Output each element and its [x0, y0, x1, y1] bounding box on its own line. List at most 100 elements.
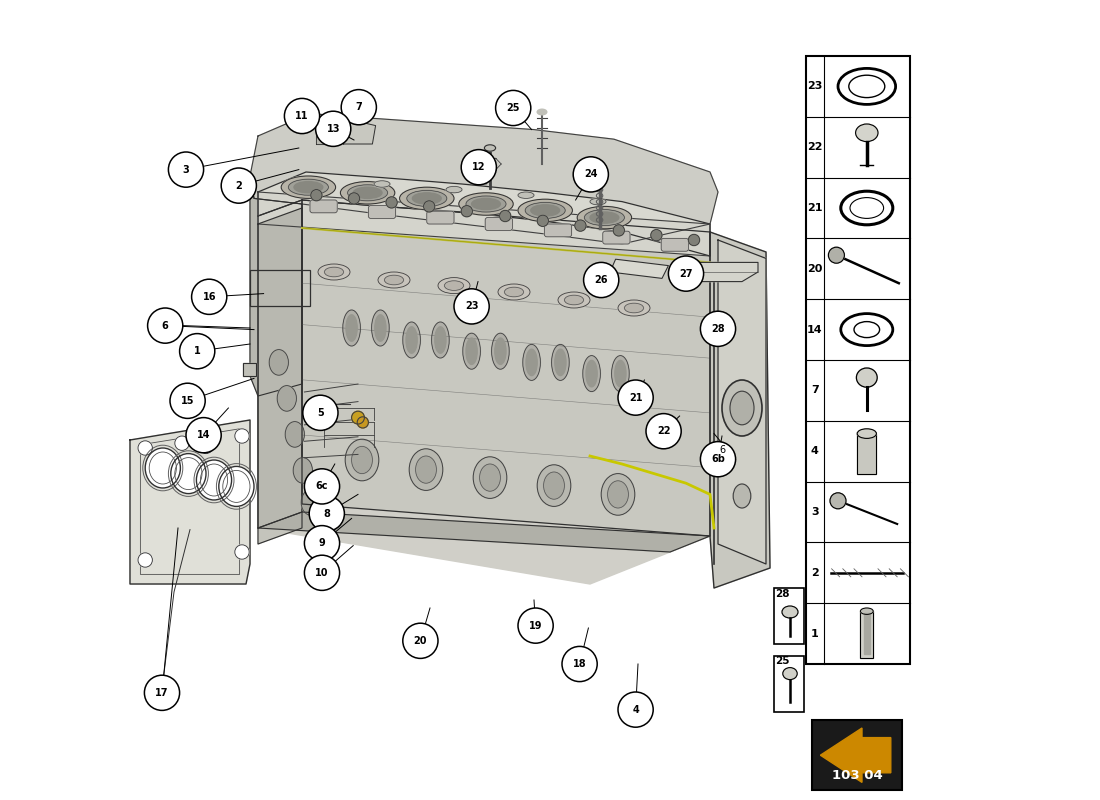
Ellipse shape	[583, 355, 601, 391]
Ellipse shape	[607, 481, 628, 508]
Ellipse shape	[375, 314, 386, 341]
Circle shape	[496, 90, 531, 126]
Text: 13: 13	[327, 124, 340, 134]
Circle shape	[669, 256, 704, 291]
Ellipse shape	[558, 292, 590, 308]
Circle shape	[191, 279, 227, 314]
Circle shape	[689, 234, 700, 246]
Ellipse shape	[518, 192, 534, 198]
Ellipse shape	[590, 198, 606, 205]
Ellipse shape	[285, 422, 305, 447]
FancyBboxPatch shape	[603, 231, 630, 244]
Circle shape	[221, 168, 256, 203]
Ellipse shape	[856, 124, 878, 142]
Text: 16: 16	[202, 292, 216, 302]
Text: 7: 7	[355, 102, 362, 112]
Ellipse shape	[492, 333, 509, 369]
Ellipse shape	[434, 327, 446, 354]
Text: 14: 14	[807, 325, 823, 334]
Ellipse shape	[317, 127, 332, 137]
Text: 2: 2	[235, 181, 242, 190]
Circle shape	[179, 334, 214, 369]
Circle shape	[537, 215, 549, 226]
Ellipse shape	[170, 454, 206, 494]
Ellipse shape	[384, 275, 404, 285]
Ellipse shape	[594, 177, 605, 184]
Ellipse shape	[197, 460, 232, 500]
Text: 1: 1	[811, 629, 818, 638]
Bar	[857, 434, 877, 474]
Ellipse shape	[543, 472, 564, 499]
Ellipse shape	[860, 608, 873, 614]
Ellipse shape	[578, 206, 631, 229]
Ellipse shape	[525, 202, 565, 218]
Text: 28: 28	[712, 324, 725, 334]
Text: 25: 25	[774, 656, 790, 666]
Ellipse shape	[625, 303, 644, 313]
Ellipse shape	[505, 287, 524, 297]
Polygon shape	[710, 232, 770, 588]
Circle shape	[651, 230, 662, 241]
Circle shape	[386, 197, 397, 208]
Text: 19: 19	[529, 621, 542, 630]
Ellipse shape	[277, 386, 296, 411]
Ellipse shape	[406, 327, 417, 354]
Circle shape	[168, 152, 204, 187]
Bar	[774, 656, 804, 712]
Ellipse shape	[466, 196, 506, 212]
Circle shape	[562, 646, 597, 682]
Ellipse shape	[463, 333, 481, 369]
Text: 21: 21	[629, 393, 642, 402]
Ellipse shape	[318, 264, 350, 280]
Ellipse shape	[537, 109, 547, 114]
Ellipse shape	[857, 368, 877, 387]
Circle shape	[613, 225, 625, 236]
Circle shape	[575, 220, 586, 231]
FancyBboxPatch shape	[485, 218, 513, 230]
Ellipse shape	[353, 187, 382, 198]
Polygon shape	[258, 172, 710, 256]
Circle shape	[349, 193, 360, 204]
Circle shape	[234, 429, 250, 443]
Text: 4: 4	[632, 705, 639, 714]
Text: 103 04: 103 04	[832, 770, 882, 782]
Ellipse shape	[438, 278, 470, 294]
Ellipse shape	[412, 193, 441, 204]
Polygon shape	[250, 114, 718, 244]
Ellipse shape	[615, 360, 626, 386]
Ellipse shape	[324, 267, 343, 277]
Polygon shape	[258, 192, 710, 256]
Circle shape	[461, 150, 496, 185]
Bar	[317, 133, 332, 144]
Circle shape	[646, 414, 681, 449]
Text: 26: 26	[594, 275, 608, 285]
Ellipse shape	[554, 349, 566, 375]
Text: 11: 11	[295, 111, 309, 121]
Circle shape	[358, 417, 368, 428]
Ellipse shape	[782, 606, 797, 618]
Circle shape	[352, 411, 364, 424]
Circle shape	[316, 111, 351, 146]
Ellipse shape	[416, 456, 437, 483]
Text: 14: 14	[197, 430, 210, 440]
Circle shape	[234, 545, 250, 559]
Text: 7: 7	[811, 386, 818, 395]
Ellipse shape	[348, 185, 387, 201]
Ellipse shape	[498, 284, 530, 300]
Text: 18: 18	[573, 659, 586, 669]
Text: 5: 5	[317, 408, 323, 418]
Ellipse shape	[495, 338, 506, 364]
Text: 6c: 6c	[316, 482, 328, 491]
Text: 15: 15	[180, 396, 195, 406]
Circle shape	[305, 526, 340, 561]
Ellipse shape	[590, 212, 619, 223]
Circle shape	[309, 496, 344, 531]
Ellipse shape	[730, 391, 754, 425]
Polygon shape	[342, 120, 375, 144]
Text: 21: 21	[807, 203, 823, 213]
Polygon shape	[258, 208, 303, 528]
Ellipse shape	[857, 429, 877, 438]
Circle shape	[618, 692, 653, 727]
Ellipse shape	[602, 474, 635, 515]
Ellipse shape	[288, 179, 329, 195]
